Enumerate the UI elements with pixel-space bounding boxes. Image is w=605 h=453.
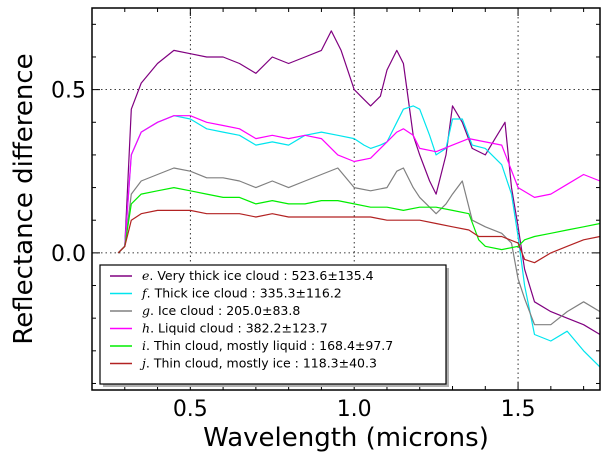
legend-name-j: . Thin cloud, mostly ice : 118.3±40.3 — [146, 356, 377, 371]
legend-letter-e: e — [142, 268, 149, 283]
legend-letter-j: j — [139, 356, 146, 371]
legend-label-e: e. Very thick ice cloud : 523.6±135.4 — [142, 268, 374, 283]
series-line-h — [117, 115, 601, 254]
series-lines — [117, 30, 601, 368]
axis-ticks: 0.5 1.0 1.5 0.0 0.5 — [51, 8, 600, 422]
x-axis-label: Wavelength (microns) — [203, 423, 489, 453]
legend-label-i: i. Thin cloud, mostly liquid : 168.4±97.… — [142, 338, 393, 353]
legend-letter-g: g — [142, 303, 150, 318]
series-line-e — [117, 30, 601, 336]
legend-item-h: h. Liquid cloud : 382.2±123.7 — [110, 321, 328, 336]
legend-item-j: j. Thin cloud, mostly ice : 118.3±40.3 — [110, 356, 377, 371]
grid-lines — [92, 8, 600, 390]
x-tick-label: 0.5 — [173, 397, 208, 422]
legend-label-g: g. Ice cloud : 205.0±83.8 — [142, 303, 300, 318]
legend-name-e: . Very thick ice cloud : 523.6±135.4 — [149, 268, 373, 283]
y-tick-label: 0.0 — [51, 242, 86, 267]
legend-name-h: . Liquid cloud : 382.2±123.7 — [150, 321, 328, 336]
plot-frame — [91, 7, 601, 391]
series-line-j — [117, 209, 601, 264]
legend-label-j: j. Thin cloud, mostly ice : 118.3±40.3 — [139, 356, 377, 371]
legend-letter-h: h — [142, 321, 150, 336]
legend-name-f: . Thick ice cloud : 335.3±116.2 — [147, 286, 342, 301]
legend-letter-i: i — [142, 338, 146, 353]
legend-letter-f: f — [141, 286, 149, 301]
legend-item-f: f. Thick ice cloud : 335.3±116.2 — [110, 286, 342, 301]
series-line-i — [117, 187, 601, 254]
legend-name-i: . Thin cloud, mostly liquid : 168.4±97.7 — [146, 338, 393, 353]
legend-item-g: g. Ice cloud : 205.0±83.8 — [110, 303, 300, 318]
y-axis-label: Reflectance difference — [9, 53, 39, 344]
x-tick-label: 1.5 — [501, 397, 536, 422]
legend-name-g: . Ice cloud : 205.0±83.8 — [150, 303, 300, 318]
y-tick-label: 0.5 — [51, 79, 86, 104]
legend-item-e: e. Very thick ice cloud : 523.6±135.4 — [110, 268, 374, 283]
legend-label-h: h. Liquid cloud : 382.2±123.7 — [142, 321, 328, 336]
legend-label-f: f. Thick ice cloud : 335.3±116.2 — [141, 286, 342, 301]
series-line-g — [117, 167, 601, 326]
legend-box — [99, 264, 447, 385]
legend-item-i: i. Thin cloud, mostly liquid : 168.4±97.… — [110, 338, 393, 353]
legend: e. Very thick ice cloud : 523.6±135.4f. … — [99, 264, 449, 387]
x-tick-label: 1.0 — [337, 397, 372, 422]
